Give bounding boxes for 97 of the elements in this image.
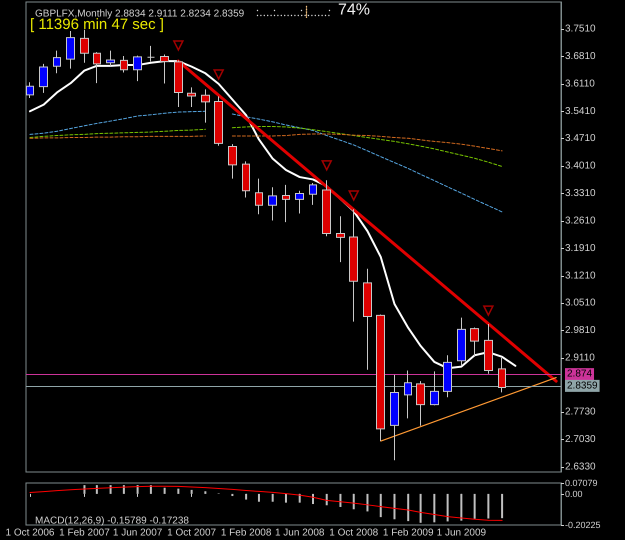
bar xyxy=(352,494,355,510)
candlestick xyxy=(376,314,385,442)
bar xyxy=(245,494,248,500)
point xyxy=(348,190,359,201)
y-tick-label: 0.00 xyxy=(565,488,583,499)
candlestick xyxy=(53,50,61,74)
candlestick xyxy=(443,354,452,398)
bar xyxy=(407,494,410,522)
y-tick-label: 2.7030 xyxy=(565,434,596,445)
candlestick xyxy=(228,144,237,180)
x-tick-label: 1 Feb 2007 xyxy=(59,528,110,538)
candlestick xyxy=(93,52,101,84)
line-series xyxy=(28,60,516,370)
bar xyxy=(272,494,274,502)
candlestick xyxy=(390,374,399,461)
x-tick-label: 1 Feb 2008 xyxy=(220,528,272,538)
candlestick xyxy=(282,184,290,223)
candlestick xyxy=(322,180,331,237)
text: MACD(12,26,9) -0.15789 -0.17238 xyxy=(35,516,190,526)
candlestick xyxy=(120,56,128,73)
x-tick-label: 1 Jun 2008 xyxy=(274,528,325,538)
bar xyxy=(366,494,368,512)
candlestick xyxy=(39,63,48,94)
candlestick xyxy=(404,370,412,419)
candlestick xyxy=(295,190,304,214)
candlestick xyxy=(80,29,89,64)
y-tick-label: 3.3310 xyxy=(565,188,596,200)
candlestick xyxy=(201,88,210,124)
candlestick xyxy=(147,45,155,62)
candlestick xyxy=(470,326,479,358)
bar xyxy=(339,494,342,507)
bar xyxy=(501,494,504,518)
bar xyxy=(258,494,260,502)
y-tick-label: 3.1210 xyxy=(565,270,596,282)
bar xyxy=(231,494,234,496)
candlestick xyxy=(430,370,439,406)
candlestick xyxy=(457,317,466,366)
y-tick-label: 2.9110 xyxy=(565,352,596,364)
y-tick-label: 3.2610 xyxy=(565,215,596,226)
bar xyxy=(164,488,166,494)
y-tick-label: 3.4010 xyxy=(565,160,596,172)
x-tick-label: 1 Oct 2006 xyxy=(6,528,55,538)
candlestick xyxy=(160,54,169,84)
candlestick xyxy=(484,323,493,374)
y-tick-label: 2.6330 xyxy=(565,461,596,472)
y-tick-label: 2.7730 xyxy=(565,406,596,418)
y-tick-label: 2.9810 xyxy=(565,325,596,336)
candlestick xyxy=(187,86,196,108)
ref-line-label: 2.8359 xyxy=(567,380,598,392)
y-tick-label: 3.6810 xyxy=(565,50,596,62)
bar xyxy=(460,494,462,521)
candlestick xyxy=(106,50,115,67)
candlestick xyxy=(242,160,250,198)
y-tick-label: 3.0510 xyxy=(565,298,596,309)
candlestick xyxy=(363,268,372,370)
candlestick xyxy=(268,186,277,222)
candlestick xyxy=(336,216,345,263)
candlestick xyxy=(255,178,263,215)
y-tick-label: -0.20225 xyxy=(565,520,601,530)
x-tick-label: 1 Jun 2009 xyxy=(436,528,487,538)
bar xyxy=(204,491,206,494)
annotation: 74% xyxy=(338,2,370,18)
bar xyxy=(433,494,436,522)
x-tick-label: 1 Oct 2008 xyxy=(329,528,379,538)
y-tick-label: 0.07079 xyxy=(565,478,598,488)
point xyxy=(213,69,224,80)
text: GBPLFX,Monthly 2.8834 2.9111 2.8234 2.8359 xyxy=(35,8,245,20)
bar xyxy=(474,494,476,519)
candlestick xyxy=(498,357,506,393)
ref-line-label: 2.874 xyxy=(567,368,592,380)
candlestick xyxy=(66,30,75,70)
candlestick xyxy=(349,208,358,322)
candlestick xyxy=(309,182,317,206)
x-tick-label: 1 Oct 2007 xyxy=(167,528,217,538)
point xyxy=(321,160,332,171)
bar xyxy=(284,494,287,503)
bar xyxy=(326,494,328,506)
bar xyxy=(446,494,449,522)
bar xyxy=(487,494,490,518)
y-tick-label: 3.1910 xyxy=(565,242,596,254)
bar xyxy=(393,494,396,520)
point xyxy=(483,305,494,316)
bar xyxy=(190,490,193,494)
candlestick xyxy=(416,380,425,426)
x-tick-label: 1 Jun 2007 xyxy=(112,528,163,538)
y-tick-label: 3.4710 xyxy=(565,133,596,144)
point xyxy=(173,40,184,51)
bar xyxy=(380,494,382,518)
bar xyxy=(420,494,422,523)
y-tick-label: 3.7510 xyxy=(565,24,596,35)
candlestick xyxy=(214,96,223,146)
y-tick-label: 3.5410 xyxy=(565,106,596,117)
candlestick xyxy=(26,82,34,98)
bar xyxy=(177,488,180,494)
y-tick-label: 3.6110 xyxy=(565,78,596,90)
x-tick-label: 1 Feb 2009 xyxy=(382,528,434,538)
candlestick xyxy=(133,55,142,82)
